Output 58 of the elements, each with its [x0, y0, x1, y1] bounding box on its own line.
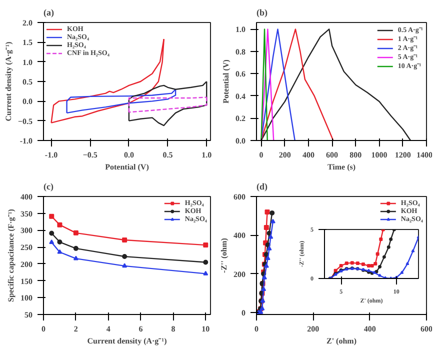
- y-tick-label: 350: [20, 209, 32, 218]
- x-tick-label: 0: [42, 324, 46, 334]
- y-tick-label: 2.0: [22, 18, 32, 28]
- y-tick-label: 50: [24, 310, 32, 320]
- x-tick-label: 2: [74, 324, 78, 334]
- x-tick-label: 1400: [416, 150, 432, 160]
- y-tick-label: 0.4: [236, 92, 246, 101]
- x-axis-title: Z' (ohm): [326, 336, 357, 346]
- x-tick-label: −0.5: [82, 150, 98, 160]
- x-tick-label: 0.5: [162, 150, 173, 160]
- y-axis-title: Current density (A·g⁻¹): [4, 41, 13, 122]
- chart-title: (b): [256, 8, 268, 18]
- y-tick-label: 150: [20, 276, 32, 286]
- chart-title: (d): [256, 182, 268, 192]
- x-tick-label: 1.0: [202, 150, 212, 160]
- y-tick-label: 200: [234, 270, 246, 279]
- y-tick-label: 200: [20, 260, 32, 269]
- x-tick-label: -1.0: [44, 150, 58, 160]
- chart-title: (c): [44, 182, 54, 192]
- y-tick-label: 1.0: [236, 25, 246, 34]
- x-tick-label: 0.0: [124, 150, 134, 160]
- x-tick-label: 200: [278, 150, 291, 160]
- chart-title: (a): [44, 8, 54, 18]
- y-tick-label: 0.2: [236, 114, 246, 124]
- x-tick-label: 4: [106, 324, 110, 334]
- x-tick-label: 8: [171, 324, 176, 334]
- x-axis-title: Potential (V): [105, 162, 150, 172]
- y-tick-label: -1.0: [20, 136, 33, 146]
- y-tick-label: 0.6: [236, 70, 246, 79]
- x-tick-label: 0: [259, 150, 264, 160]
- y-tick-label: 400: [20, 192, 32, 202]
- y-axis-title: Potential (V): [222, 59, 230, 104]
- y-tick-label: 1.5: [22, 38, 32, 48]
- y-tick-label: 0: [242, 308, 246, 318]
- x-axis-title: Current density (A·g⁻¹): [87, 336, 168, 346]
- x-tick-label: 1000: [371, 150, 388, 160]
- x-tick-label: 6: [138, 324, 143, 334]
- y-tick-label: 0.0: [22, 97, 32, 106]
- x-tick-label: 800: [350, 150, 362, 160]
- y-axis-title: -Z'' (ohm): [220, 238, 228, 273]
- y-tick-label: 300: [20, 226, 32, 236]
- y-tick-label: 600: [234, 192, 246, 202]
- y-tick-label: 0.5: [22, 78, 32, 86]
- y-tick-label: 250: [20, 243, 32, 252]
- x-tick-label: 0: [254, 324, 258, 334]
- y-tick-label: 400: [234, 231, 246, 240]
- y-tick-label: 0.0: [236, 136, 246, 146]
- x-axis-title: Time (s): [327, 162, 356, 172]
- x-tick-label: 600: [420, 324, 432, 334]
- x-tick-label: 1200: [394, 150, 411, 160]
- x-tick-label: 400: [364, 324, 376, 334]
- y-axis-title: Specific capacitance (F·g⁻¹): [6, 208, 16, 302]
- x-tick-label: 10: [202, 324, 210, 334]
- y-tick-label: 100: [20, 294, 32, 303]
- y-tick-label: 1.0: [22, 58, 32, 67]
- y-tick-label: −0.5: [18, 116, 33, 126]
- x-tick-label: 600: [326, 150, 338, 160]
- y-tick-label: 0.8: [236, 47, 246, 56]
